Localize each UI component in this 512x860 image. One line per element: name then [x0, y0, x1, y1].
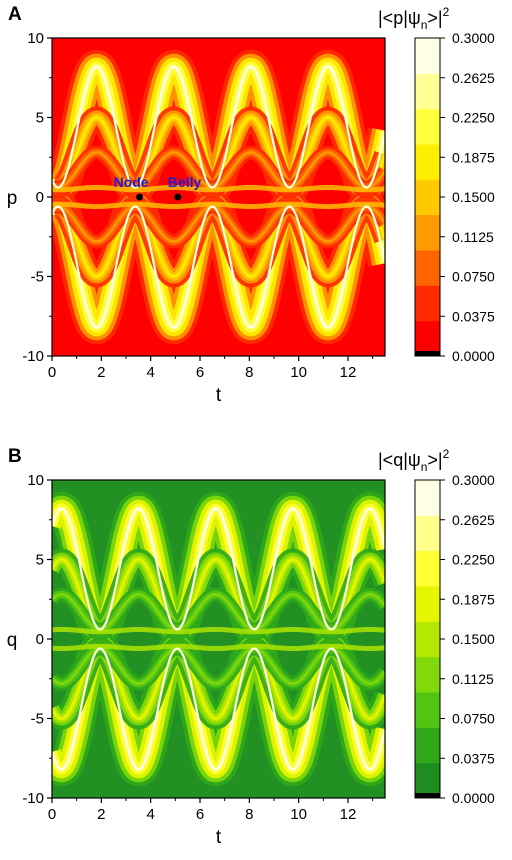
center-band-lower	[52, 201, 385, 209]
colorbar-floor	[415, 793, 440, 798]
x-tick-label: 6	[196, 364, 204, 381]
x-axis-label: t	[216, 385, 222, 406]
colorbar-tick-label: 0.1500	[452, 189, 495, 205]
colorbar-step	[415, 144, 440, 180]
annotation-label: Belly	[168, 174, 202, 190]
colorbar-tick-label: 0.2250	[452, 110, 495, 126]
colorbar-step	[415, 656, 440, 693]
colorbar-tick-label: 0.0000	[452, 348, 495, 364]
x-axis-label: t	[216, 827, 222, 848]
colorbar-step	[415, 179, 440, 216]
y-axis-label: p	[7, 188, 18, 209]
ridge-core-upper	[52, 507, 385, 631]
ridge-core-lower	[52, 647, 385, 771]
colorbar-step	[415, 550, 440, 587]
heatmap-bands	[52, 49, 385, 345]
colorbar-tick-label: 0.0750	[452, 269, 495, 285]
x-tick-label: 10	[290, 806, 307, 823]
colorbar-step	[415, 621, 440, 658]
heatmap-bands	[52, 491, 385, 787]
y-tick-label: -5	[31, 269, 44, 286]
ridge-core-lower	[52, 205, 385, 329]
y-tick-label: 0	[36, 631, 44, 648]
colorbar-step	[415, 320, 440, 357]
ridge-core-upper	[52, 65, 385, 189]
x-tick-label: 6	[196, 806, 204, 823]
colorbar-title: |<p|ψn>|2	[378, 5, 450, 32]
x-tick-label: 2	[97, 806, 105, 823]
colorbar-step	[415, 586, 440, 622]
colorbar-step	[415, 73, 440, 110]
x-tick-label: 2	[97, 364, 105, 381]
colorbar-step	[415, 515, 440, 552]
y-tick-label: 10	[27, 30, 44, 47]
x-tick-label: 0	[48, 364, 56, 381]
colorbar-tick-label: 0.1125	[452, 229, 494, 245]
colorbar-step	[415, 38, 440, 74]
colorbar-step	[415, 214, 440, 251]
colorbar-step	[415, 250, 440, 286]
panel-label: B	[8, 446, 22, 467]
colorbar-step	[415, 108, 440, 145]
chart-panel-b: B0 2 4 6 8 10 12-10-50510tq0.00000.03750.07500…	[7, 446, 495, 848]
x-tick-label: 8	[245, 364, 253, 381]
colorbar-step	[415, 762, 440, 799]
colorbar-title: |<q|ψn>|2	[378, 447, 450, 474]
x-tick-label: 4	[146, 806, 154, 823]
annotation-label: Node	[114, 174, 149, 190]
colorbar-tick-label: 0.2625	[452, 512, 495, 528]
colorbar-step	[415, 692, 440, 728]
colorbar-tick-label: 0.1875	[452, 149, 495, 165]
y-tick-label: 0	[36, 189, 44, 206]
chart-panel-a: A 0 2 4 6 8 10 12 -10 -5 0 5 10 t p Node Belly 0.0000 0.03…	[7, 4, 495, 406]
x-tick-label: 8	[245, 806, 253, 823]
colorbar-tick-label: 0.0000	[452, 790, 495, 806]
colorbar-tick-label: 0.3000	[452, 472, 495, 488]
colorbar-step	[415, 727, 440, 764]
colorbar: 0.0000 0.0375 0.0750 0.1125 0.1500 0.1875 0.22…	[414, 472, 495, 806]
colorbar: 0.0000 0.0375 0.0750 0.1125 0.1500 0.1875 0.22…	[414, 30, 495, 364]
colorbar-tick-label: 0.0375	[452, 308, 495, 324]
y-tick-label: 5	[36, 110, 44, 127]
colorbar-step	[415, 480, 440, 516]
y-tick-label: 5	[36, 552, 44, 569]
x-tick-label: 10	[290, 364, 307, 381]
y-axis-label: q	[7, 630, 18, 651]
center-band-upper	[52, 185, 385, 193]
y-tick-label: -5	[31, 711, 44, 728]
center-band-lower	[52, 643, 385, 651]
colorbar-tick-label: 0.0750	[452, 711, 495, 727]
colorbar-tick-label: 0.1500	[452, 631, 495, 647]
colorbar-floor	[415, 351, 440, 356]
colorbar-tick-label: 0.1875	[452, 591, 495, 607]
annotation-point	[174, 193, 182, 201]
annotation-point	[136, 193, 144, 201]
x-tick-label: 4	[146, 364, 154, 381]
colorbar-tick-label: 0.3000	[452, 30, 495, 46]
colorbar-step	[415, 285, 440, 322]
ridge-lower-2-2	[52, 205, 385, 243]
y-tick-label: -10	[22, 790, 44, 807]
colorbar-tick-label: 0.2625	[452, 70, 495, 86]
x-tick-label: 12	[340, 364, 357, 381]
colorbar-tick-label: 0.2250	[452, 552, 495, 568]
y-tick-label: -10	[22, 348, 44, 365]
colorbar-tick-label: 0.1125	[452, 671, 494, 687]
y-tick-label: 10	[27, 472, 44, 489]
x-tick-label: 0	[48, 806, 56, 823]
center-band-upper	[52, 627, 385, 635]
panel-label: A	[8, 4, 22, 25]
ridge-upper-2-2	[52, 151, 385, 189]
colorbar-tick-label: 0.0375	[452, 750, 495, 766]
x-tick-label: 12	[340, 806, 357, 823]
